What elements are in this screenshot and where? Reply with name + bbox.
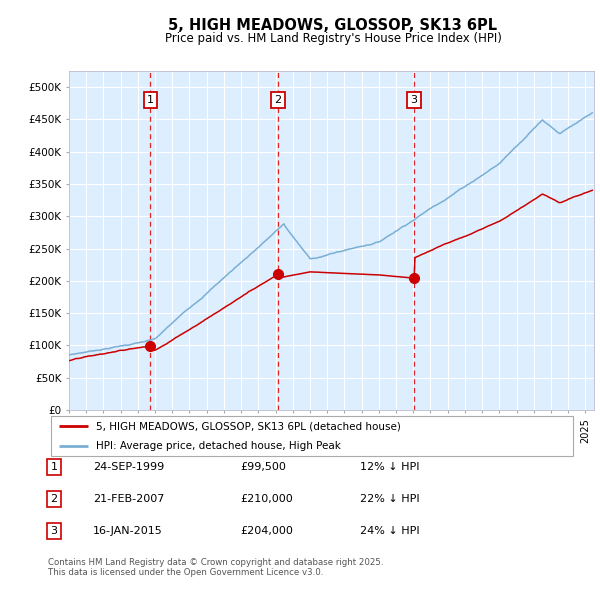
Text: 24% ↓ HPI: 24% ↓ HPI [360,526,419,536]
Text: 2: 2 [274,95,281,105]
Text: £210,000: £210,000 [240,494,293,504]
Text: 12% ↓ HPI: 12% ↓ HPI [360,463,419,472]
Text: Price paid vs. HM Land Registry's House Price Index (HPI): Price paid vs. HM Land Registry's House … [164,32,502,45]
Text: 2: 2 [50,494,58,504]
Text: 3: 3 [50,526,58,536]
Text: 1: 1 [50,463,58,472]
Text: 3: 3 [410,95,418,105]
Text: HPI: Average price, detached house, High Peak: HPI: Average price, detached house, High… [95,441,340,451]
Text: £99,500: £99,500 [240,463,286,472]
Text: 22% ↓ HPI: 22% ↓ HPI [360,494,419,504]
Text: 24-SEP-1999: 24-SEP-1999 [93,463,164,472]
Text: 1: 1 [147,95,154,105]
Text: Contains HM Land Registry data © Crown copyright and database right 2025.
This d: Contains HM Land Registry data © Crown c… [48,558,383,577]
Text: £204,000: £204,000 [240,526,293,536]
Text: 5, HIGH MEADOWS, GLOSSOP, SK13 6PL: 5, HIGH MEADOWS, GLOSSOP, SK13 6PL [169,18,497,32]
Text: 21-FEB-2007: 21-FEB-2007 [93,494,164,504]
Text: 16-JAN-2015: 16-JAN-2015 [93,526,163,536]
Text: 5, HIGH MEADOWS, GLOSSOP, SK13 6PL (detached house): 5, HIGH MEADOWS, GLOSSOP, SK13 6PL (deta… [95,421,400,431]
FancyBboxPatch shape [50,415,574,457]
